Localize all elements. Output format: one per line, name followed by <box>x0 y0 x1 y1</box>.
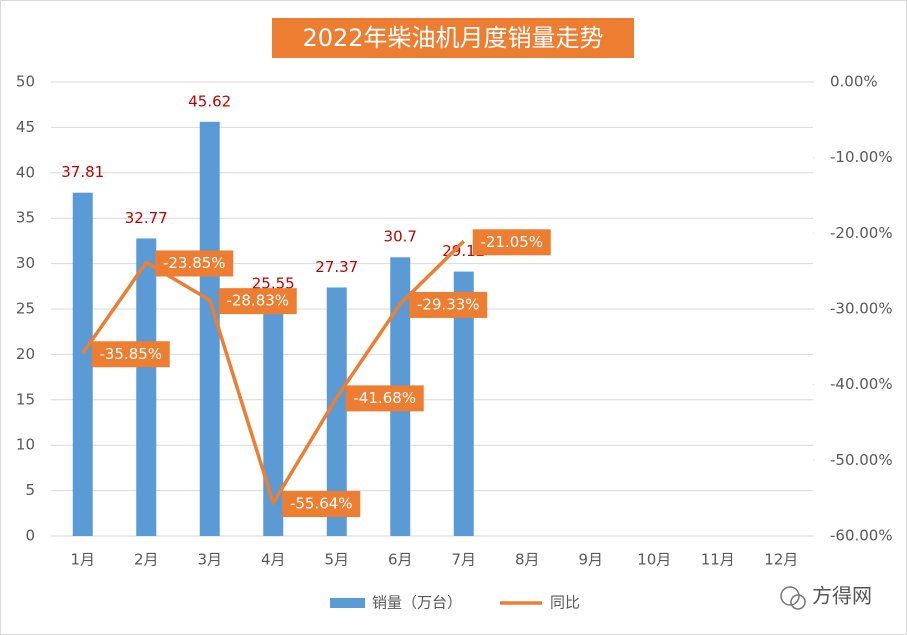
line-value-label: -29.33% <box>417 295 480 313</box>
x-tick-label: 12月 <box>764 551 798 569</box>
line-value-label: -35.85% <box>99 345 162 363</box>
legend-label: 销量（万台） <box>372 594 462 612</box>
y-tick-label: 0 <box>25 527 35 545</box>
x-tick-label: 3月 <box>197 551 222 569</box>
x-tick-label: 5月 <box>324 551 349 569</box>
bar-value-label: 45.62 <box>188 92 231 110</box>
watermark: 方得网 <box>780 584 872 610</box>
line-value-label: -23.85% <box>163 254 226 272</box>
line-label-box <box>345 385 424 412</box>
x-tick-label: 1月 <box>70 551 95 569</box>
y2-tick-label: -40.00% <box>830 375 893 393</box>
y-tick-label: 20 <box>16 345 35 363</box>
y-tick-label: 50 <box>16 73 35 91</box>
y-tick-label: 25 <box>16 300 35 318</box>
line-label-box <box>91 341 170 368</box>
y2-tick-label: -20.00% <box>830 224 893 242</box>
title-box <box>272 18 634 58</box>
line <box>81 240 465 505</box>
x-tick-label: 2月 <box>134 551 159 569</box>
y-tick-label: 40 <box>16 163 35 181</box>
bar <box>326 287 347 536</box>
line-label-box <box>472 229 551 256</box>
watermark-text: 方得网 <box>812 584 872 608</box>
y2-tick-label: -50.00% <box>830 451 893 469</box>
line-label-box <box>282 491 361 518</box>
y2-tick-label: -10.00% <box>830 148 893 166</box>
legend-swatch <box>330 598 365 608</box>
x-tick-label: 8月 <box>515 551 540 569</box>
chart-title: 2022年柴油机月度销量走势 <box>302 24 603 52</box>
bar <box>136 238 157 536</box>
bar-value-label: 37.81 <box>61 163 104 181</box>
y2-tick-label: -30.00% <box>830 300 893 318</box>
bar <box>263 304 284 536</box>
bar <box>199 121 220 537</box>
line-label-box <box>155 250 234 277</box>
bar-value-label: 27.37 <box>315 258 358 276</box>
y2-tick-label: 0.00% <box>830 73 878 91</box>
y-tick-label: 5 <box>25 481 35 499</box>
line-value-label: -55.64% <box>290 495 353 513</box>
y-tick-label: 30 <box>16 254 35 272</box>
y-tick-label: 10 <box>16 436 35 454</box>
y-tick-label: 15 <box>16 390 35 408</box>
bar <box>453 271 474 536</box>
x-tick-label: 10月 <box>637 551 671 569</box>
bar <box>72 192 93 537</box>
y-tick-label: 35 <box>16 209 35 227</box>
line-label-box <box>218 288 297 315</box>
line-value-label: -41.68% <box>353 389 416 407</box>
x-tick-label: 11月 <box>701 551 735 569</box>
line-label-box <box>409 291 488 318</box>
x-tick-label: 4月 <box>261 551 286 569</box>
x-tick-label: 9月 <box>578 551 603 569</box>
legend-label: 同比 <box>550 594 580 612</box>
line-value-label: -28.83% <box>226 292 289 310</box>
y2-tick-label: -60.00% <box>830 527 893 545</box>
bar-value-label: 25.55 <box>252 275 295 293</box>
x-tick-label: 7月 <box>451 551 476 569</box>
x-tick-label: 6月 <box>388 551 413 569</box>
y-tick-label: 45 <box>16 118 35 136</box>
line-value-label: -21.05% <box>480 233 543 251</box>
bar-value-label: 30.7 <box>384 228 417 246</box>
bar-value-label: 32.77 <box>125 209 168 227</box>
